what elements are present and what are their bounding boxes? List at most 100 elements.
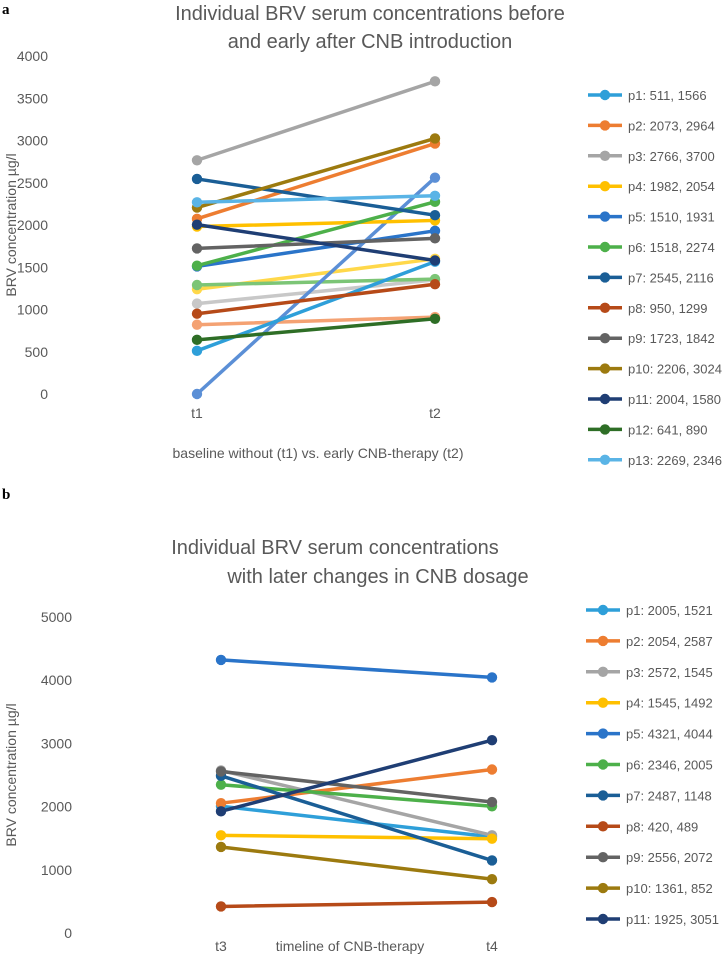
legend-entry: p11: 2004, 1580	[588, 392, 721, 407]
p10-line	[195, 136, 437, 210]
legend-label: p5: 4321, 4044	[626, 727, 713, 742]
p13-series	[191, 190, 441, 208]
legend-entry: p4: 1982, 2054	[588, 179, 715, 194]
legend-label: p13: 2269, 2346	[628, 453, 722, 468]
legend-marker	[599, 272, 611, 283]
legend-label: p3: 2766, 3700	[628, 149, 715, 164]
legend-label: p12: 641, 890	[628, 422, 708, 437]
p11-series	[191, 219, 441, 266]
legend-label: p6: 1518, 2274	[628, 240, 715, 255]
legend-marker	[597, 635, 609, 647]
p9-point	[215, 766, 227, 777]
p8-point	[215, 901, 227, 912]
p10-point	[215, 841, 227, 853]
legend-entry: p5: 4321, 4044	[586, 727, 713, 742]
y-tick-label: 5000	[41, 609, 72, 625]
legend-label: p4: 1982, 2054	[628, 179, 715, 194]
legend-marker	[597, 790, 609, 801]
y-axis-title: BRV concentration µg/l	[3, 703, 19, 846]
p17-line	[195, 315, 437, 327]
p7-series	[191, 173, 441, 221]
p12-series	[191, 313, 441, 346]
p8-point	[486, 896, 498, 908]
x-tick-label: t2	[429, 405, 441, 421]
p14-point	[191, 298, 203, 309]
chart-b: Individual BRV serum concentrations with …	[3, 537, 719, 954]
y-tick-label: 4000	[41, 672, 72, 688]
legend-label: p6: 2346, 2005	[626, 758, 713, 773]
p4-line	[219, 833, 494, 841]
p10-series	[215, 841, 498, 885]
legend-entry: p1: 2005, 1521	[586, 603, 713, 618]
p13-point	[191, 197, 203, 208]
p1-line	[219, 804, 494, 839]
legend-marker	[599, 424, 611, 435]
legend-marker	[599, 454, 611, 465]
legend-label: p8: 950, 1299	[628, 301, 708, 316]
p3-series	[191, 76, 441, 166]
legend-entry: p7: 2487, 1148	[586, 788, 712, 803]
y-axis-title: BRV concentration µg/l	[3, 153, 19, 296]
p8-point	[429, 279, 441, 290]
p3-line	[195, 79, 437, 163]
x-tick-label: t1	[191, 405, 203, 421]
p7-point	[191, 173, 203, 185]
p8-series	[215, 896, 498, 912]
p5-series	[215, 654, 498, 683]
p16-line	[195, 277, 437, 287]
legend-marker	[597, 728, 609, 739]
p9-point	[486, 796, 498, 808]
legend-entry: p3: 2572, 1545	[586, 665, 713, 680]
p18-point	[429, 172, 441, 183]
p8-line	[219, 900, 494, 909]
y-tick-label: 1500	[17, 259, 48, 275]
p10-line	[219, 845, 494, 881]
legend-entry: p9: 1723, 1842	[588, 331, 715, 346]
p3-point	[429, 76, 441, 87]
p11-line	[219, 738, 494, 814]
p11-point	[191, 219, 203, 230]
legend-label: p4: 1545, 1492	[626, 696, 713, 711]
chart-a: Individual BRV serum concentrations befo…	[3, 3, 722, 468]
p3-line	[219, 768, 494, 838]
p7-line	[195, 177, 437, 217]
x-tick-label: t4	[486, 938, 498, 954]
p12-point	[191, 334, 203, 346]
legend-label: p3: 2572, 1545	[626, 665, 713, 680]
legend-entry: p10: 1361, 852	[586, 881, 713, 896]
legend-marker	[599, 120, 611, 131]
p6-point	[191, 260, 203, 271]
legend-entry: p2: 2054, 2587	[586, 634, 713, 649]
legend-marker	[597, 852, 609, 863]
legend-label: p11: 2004, 1580	[628, 392, 721, 407]
p4-point	[486, 833, 498, 844]
legend-entry: p2: 2073, 2964	[588, 118, 715, 133]
legend-entry: p7: 2545, 2116	[588, 270, 714, 285]
p5-point	[429, 225, 441, 237]
p17-point	[191, 319, 203, 330]
legend-marker	[597, 759, 609, 770]
y-tick-label: 1000	[17, 302, 48, 318]
y-tick-label: 2500	[17, 175, 48, 191]
y-tick-label: 1000	[41, 862, 72, 878]
legend-label: p11: 1925, 3051	[626, 912, 719, 927]
p7-line	[219, 774, 494, 863]
y-tick-label: 0	[40, 386, 48, 402]
p2-line	[195, 141, 437, 221]
p10-point	[486, 873, 498, 885]
y-tick-label: 3000	[17, 133, 48, 149]
legend-marker	[599, 89, 611, 101]
p10-point	[429, 133, 441, 144]
p11-line	[195, 222, 437, 263]
p9-line	[219, 769, 494, 804]
p13-point	[429, 190, 441, 201]
legend-entry: p9: 2556, 2072	[586, 850, 713, 865]
y-tick-label: 2000	[17, 217, 48, 233]
legend-entry: p13: 2269, 2346	[588, 453, 722, 468]
legend-label: p5: 1510, 1931	[628, 210, 715, 225]
y-tick-label: 4000	[17, 48, 48, 64]
p3-point	[191, 155, 203, 166]
legend-label: p9: 1723, 1842	[628, 331, 715, 346]
legend-entry: p6: 2346, 2005	[586, 758, 713, 773]
legend-label: p1: 511, 1566	[628, 88, 707, 103]
